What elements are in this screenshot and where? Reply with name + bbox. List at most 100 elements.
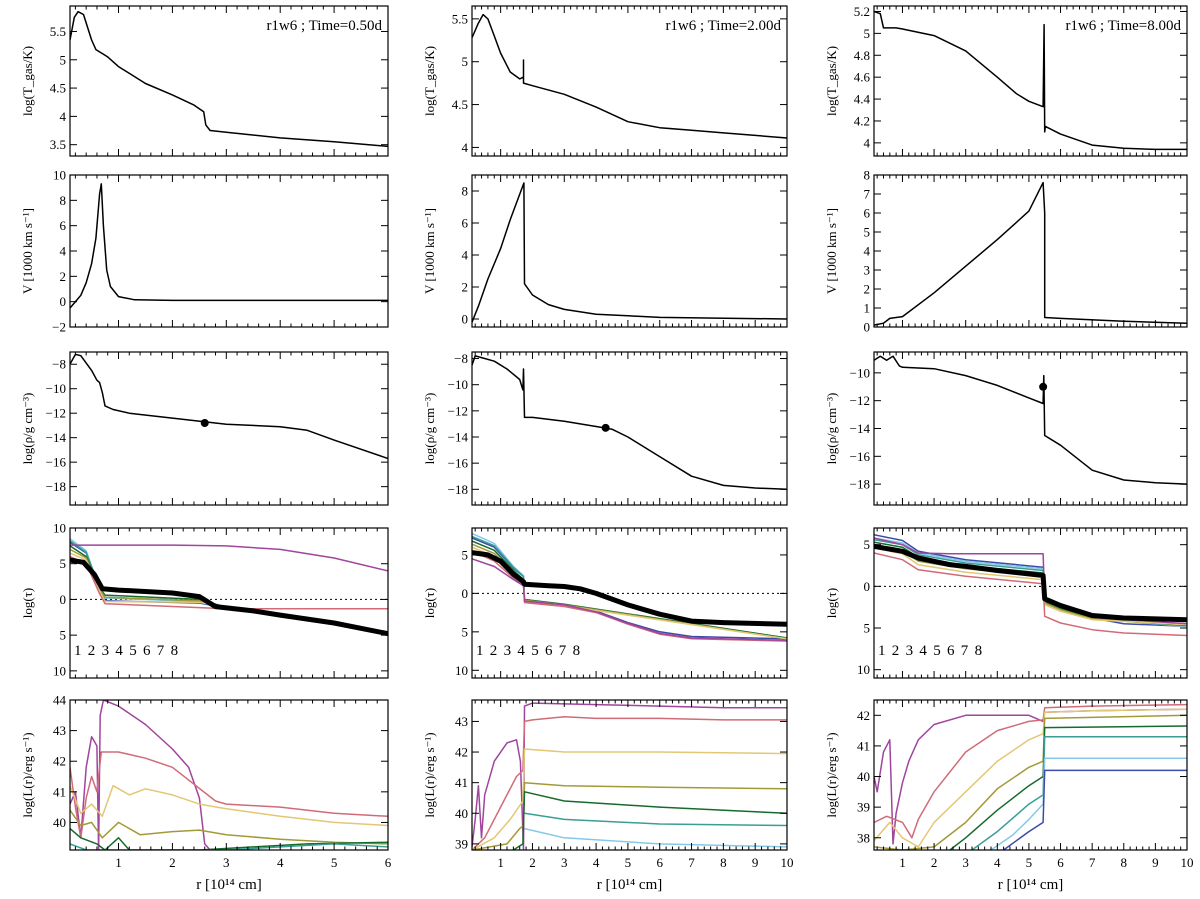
series-line-1 <box>874 533 1187 628</box>
plot-frame <box>873 174 1188 328</box>
y-tick-label: 40 <box>53 815 66 830</box>
y-tick-label: 4.5 <box>50 81 66 96</box>
x-tick-label: 2 <box>169 855 176 870</box>
legend-band-7: 7 <box>157 643 165 659</box>
y-tick-label: 6 <box>60 218 67 233</box>
x-tick-label: 3 <box>962 855 969 870</box>
y-tick-label: 6 <box>864 206 871 221</box>
y-tick-label: 6 <box>462 216 469 231</box>
y-tick-label: 41 <box>455 775 468 790</box>
legend-band-2: 2 <box>88 643 96 659</box>
series-line-mean <box>70 557 388 637</box>
marker-point <box>200 418 209 427</box>
y-tick-label: 41 <box>857 738 870 753</box>
y-tick-label: 2 <box>462 280 469 295</box>
x-tick-label: 5 <box>625 855 632 870</box>
y-axis-label: log(ρ/g cm⁻³) <box>422 393 437 465</box>
legend-band-3: 3 <box>102 643 110 659</box>
legend-band-6: 6 <box>947 643 955 659</box>
y-tick-label: 3 <box>864 263 871 278</box>
y-tick-label: 4.6 <box>854 70 871 85</box>
legend-band-8: 8 <box>573 643 581 659</box>
series-line-7 <box>70 751 388 839</box>
y-tick-label: 5 <box>60 628 67 643</box>
legend-band-4: 4 <box>115 643 123 659</box>
y-tick-label: 10 <box>53 521 66 536</box>
x-tick-label: 8 <box>1121 855 1128 870</box>
series-line-8 <box>874 708 1187 845</box>
x-tick-label: 10 <box>1181 855 1194 870</box>
x-tick-label: 4 <box>277 855 284 870</box>
y-tick-label: 5.2 <box>854 4 870 19</box>
legend-band-6: 6 <box>143 643 151 659</box>
y-tick-label: 3.5 <box>50 137 66 152</box>
x-tick-label: 5 <box>331 855 338 870</box>
series-line-mean <box>874 543 1187 623</box>
series-line-7 <box>874 703 1187 839</box>
y-tick-label: 0 <box>864 320 871 335</box>
legend-band-5: 5 <box>129 643 137 659</box>
y-tick-label: 0 <box>60 294 67 309</box>
series-line-Tgas <box>70 10 388 148</box>
series-line-4 <box>70 828 388 850</box>
legend-band-2: 2 <box>490 643 498 659</box>
y-tick-label: 0 <box>60 592 67 607</box>
x-tick-label: 4 <box>593 855 600 870</box>
series-line-mean <box>472 550 787 627</box>
y-tick-label: −2 <box>52 320 66 335</box>
y-tick-label: 0 <box>864 579 871 594</box>
y-tick-label: 4.4 <box>854 92 871 107</box>
legend-band-7: 7 <box>961 643 969 659</box>
y-axis-label: log(τ) <box>824 588 839 619</box>
plot-frame <box>471 5 788 157</box>
series-line-6 <box>70 552 227 609</box>
panel-t2: 4 4.5 5 5.5 log(T_gas/K) r1w6 ; Time=2.00d <box>422 5 788 157</box>
y-tick-label: 43 <box>455 714 468 729</box>
x-axis-label: r [10¹⁴ cm] <box>196 877 262 893</box>
series-line-7 <box>472 550 787 642</box>
y-axis-label: V [1000 km s⁻¹] <box>20 208 35 294</box>
y-tick-label: 10 <box>53 168 66 183</box>
legend-band-8: 8 <box>171 643 179 659</box>
series-line-1 <box>1003 769 1187 850</box>
x-tick-label: 1 <box>115 855 122 870</box>
y-tick-label: 5 <box>462 54 469 69</box>
x-tick-label: 9 <box>752 855 759 870</box>
y-axis-label: log(T_gas/K) <box>20 46 35 116</box>
x-tick-label: 9 <box>1152 855 1159 870</box>
x-axis-label: r [10¹⁴ cm] <box>597 877 663 893</box>
x-tick-label: 5 <box>1026 855 1033 870</box>
y-tick-label: 4 <box>864 135 871 150</box>
series-line-5 <box>70 809 388 845</box>
legend-band-7: 7 <box>559 643 567 659</box>
y-tick-label: 41 <box>53 784 66 799</box>
legend-band-1: 1 <box>74 643 82 659</box>
y-tick-label: 4.8 <box>854 48 870 63</box>
series-line-8 <box>70 700 211 850</box>
y-tick-label: 8 <box>462 184 469 199</box>
plot-frame <box>873 699 1188 851</box>
y-tick-label: −18 <box>850 477 870 492</box>
x-tick-label: 6 <box>656 855 663 870</box>
plot-frame <box>69 174 389 328</box>
series-line-rho <box>874 355 1187 485</box>
y-tick-label: 1 <box>864 301 871 316</box>
legend-band-4: 4 <box>919 643 927 659</box>
y-tick-label: 42 <box>455 745 468 760</box>
y-tick-label: 4.5 <box>452 97 468 112</box>
y-tick-label: −12 <box>46 406 66 421</box>
panel-annotation: r1w6 ; Time=8.00d <box>1065 18 1181 34</box>
plot-frame <box>471 174 788 328</box>
plot-frame <box>69 527 389 679</box>
plot-frame <box>471 699 788 851</box>
y-tick-label: 8 <box>864 168 871 183</box>
legend-band-4: 4 <box>517 643 525 659</box>
y-axis-label: log(τ) <box>422 588 437 619</box>
y-tick-label: 44 <box>53 693 67 708</box>
series-line-V <box>472 182 787 323</box>
x-tick-label: 6 <box>385 855 392 870</box>
y-axis-label: log(L(r)/erg s⁻¹) <box>422 732 437 817</box>
series-line-6 <box>472 748 787 850</box>
y-axis-label: log(τ) <box>20 588 35 619</box>
x-tick-label: 8 <box>720 855 727 870</box>
